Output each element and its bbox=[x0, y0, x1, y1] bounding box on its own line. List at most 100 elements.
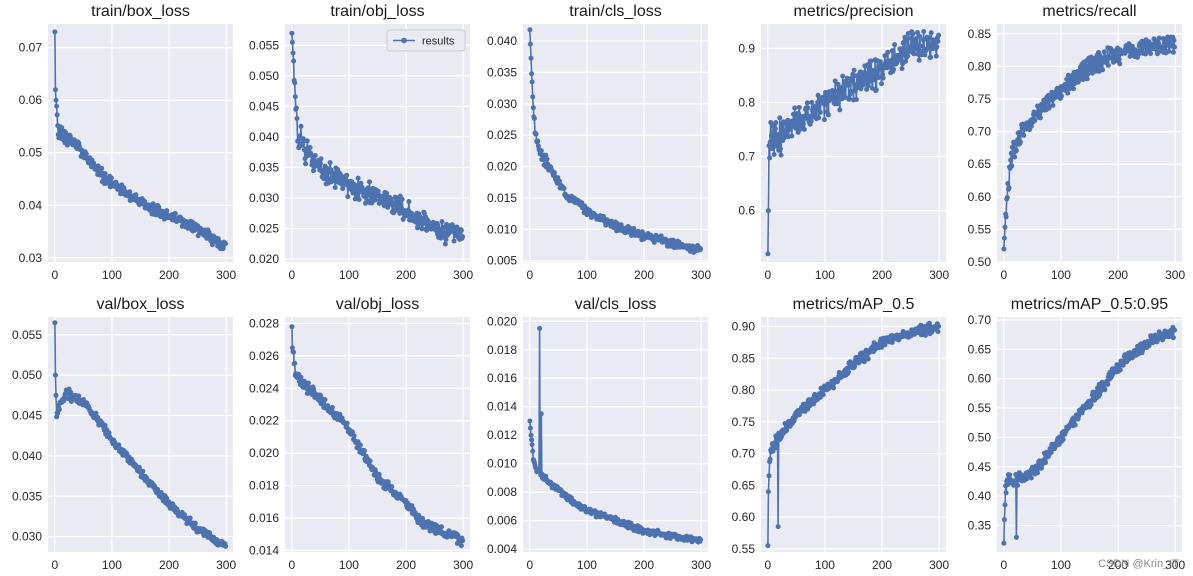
y-tick-label: 0.90 bbox=[732, 320, 756, 334]
watermark: CSDN @Krin_IT bbox=[1098, 558, 1179, 570]
x-tick-label: 200 bbox=[159, 268, 179, 282]
data-point bbox=[869, 85, 875, 91]
data-point bbox=[928, 30, 934, 36]
y-tick-label: 0.014 bbox=[487, 400, 517, 414]
x-tick-label: 300 bbox=[1165, 558, 1185, 572]
data-point bbox=[777, 146, 783, 152]
data-point bbox=[1116, 57, 1122, 62]
data-point bbox=[289, 39, 295, 45]
legend: results bbox=[386, 29, 466, 52]
subplot-title: metrics/mAP_0.5 bbox=[793, 296, 915, 313]
data-point bbox=[1006, 185, 1012, 191]
data-point bbox=[293, 105, 299, 111]
y-tick-label: 0.55 bbox=[732, 542, 756, 556]
y-tick-label: 0.035 bbox=[249, 160, 279, 174]
data-point bbox=[1093, 60, 1099, 66]
data-point bbox=[460, 234, 466, 240]
data-point bbox=[808, 118, 814, 124]
data-point bbox=[1105, 62, 1111, 68]
data-point bbox=[544, 156, 550, 162]
data-point bbox=[95, 163, 101, 169]
data-point bbox=[527, 425, 533, 431]
data-point bbox=[821, 117, 827, 123]
x-tick-label: 200 bbox=[872, 558, 892, 572]
data-point bbox=[801, 126, 807, 132]
y-tick-label: 0.050 bbox=[12, 368, 42, 382]
data-point bbox=[845, 369, 851, 375]
data-point bbox=[289, 30, 295, 36]
data-point bbox=[318, 156, 324, 162]
data-point bbox=[868, 58, 874, 64]
data-point bbox=[1136, 51, 1142, 57]
y-tick-label: 0.9 bbox=[738, 41, 755, 55]
data-point bbox=[852, 363, 858, 369]
data-point bbox=[1043, 460, 1048, 466]
y-tick-label: 0.80 bbox=[968, 59, 992, 73]
subplot-8: 0 100 200 300 0.004 0.006 0.008 0.010 0.012 0.014… bbox=[487, 296, 712, 572]
subplot-title: metrics/mAP_0.5:0.95 bbox=[1011, 296, 1169, 313]
data-point bbox=[529, 79, 535, 85]
data-point bbox=[848, 88, 854, 94]
x-tick-label: 0 bbox=[289, 558, 296, 572]
data-point bbox=[865, 356, 871, 362]
data-point bbox=[891, 66, 896, 72]
legend-label: results bbox=[422, 36, 455, 48]
data-point bbox=[303, 161, 309, 167]
data-point bbox=[899, 46, 904, 52]
data-point bbox=[418, 215, 424, 221]
legend-marker bbox=[401, 37, 407, 44]
data-point bbox=[831, 89, 836, 95]
y-tick-label: 0.020 bbox=[487, 314, 517, 328]
x-tick-label: 0 bbox=[765, 558, 772, 572]
data-point bbox=[458, 543, 464, 549]
data-point bbox=[816, 102, 822, 108]
subplot-4: 0 100 200 300 0.6 0.7 0.8 0.9 metrics/precision bbox=[738, 3, 949, 282]
y-tick-label: 0.015 bbox=[487, 191, 517, 205]
data-point bbox=[793, 118, 799, 124]
x-tick-label: 100 bbox=[1051, 558, 1071, 572]
data-point bbox=[1101, 49, 1107, 55]
data-point bbox=[837, 85, 843, 91]
data-point bbox=[557, 178, 562, 184]
y-tick-label: 0.60 bbox=[732, 510, 756, 524]
plot-area bbox=[523, 317, 708, 552]
data-point bbox=[899, 66, 905, 71]
data-point bbox=[936, 32, 942, 38]
y-tick-label: 0.55 bbox=[968, 222, 992, 236]
y-tick-label: 0.85 bbox=[968, 27, 992, 41]
x-tick-label: 300 bbox=[1165, 268, 1185, 282]
subplot-title: val/obj_loss bbox=[336, 296, 420, 313]
data-point bbox=[1156, 35, 1162, 41]
legend-frame bbox=[386, 29, 466, 52]
data-point bbox=[772, 126, 778, 132]
y-tick-label: 0.028 bbox=[249, 316, 279, 330]
data-point bbox=[920, 37, 926, 43]
subplot-title: train/box_loss bbox=[91, 3, 190, 20]
data-point bbox=[775, 524, 781, 530]
x-tick-label: 300 bbox=[216, 558, 236, 572]
data-point bbox=[1037, 115, 1043, 121]
data-point bbox=[54, 103, 60, 109]
data-point bbox=[817, 109, 823, 115]
data-point bbox=[774, 443, 780, 449]
data-point bbox=[223, 241, 229, 246]
y-tick-label: 0.50 bbox=[968, 255, 992, 269]
data-point bbox=[413, 219, 419, 225]
y-tick-label: 0.024 bbox=[249, 381, 279, 395]
data-point bbox=[916, 57, 922, 63]
data-point bbox=[355, 175, 361, 181]
data-point bbox=[905, 53, 911, 59]
data-point bbox=[898, 56, 904, 61]
data-point bbox=[367, 458, 373, 464]
data-point bbox=[305, 380, 311, 386]
data-point bbox=[530, 448, 536, 454]
data-point bbox=[443, 237, 449, 243]
y-tick-label: 0.035 bbox=[487, 65, 517, 79]
data-point bbox=[99, 165, 105, 171]
data-point bbox=[832, 78, 838, 84]
y-tick-label: 0.012 bbox=[487, 428, 517, 442]
subplot-1: 0 100 200 300 0.03 0.04 0.05 0.06 0.07 train/box_… bbox=[19, 3, 237, 282]
data-point bbox=[851, 67, 857, 73]
data-point bbox=[458, 227, 464, 233]
data-point bbox=[1102, 387, 1108, 393]
